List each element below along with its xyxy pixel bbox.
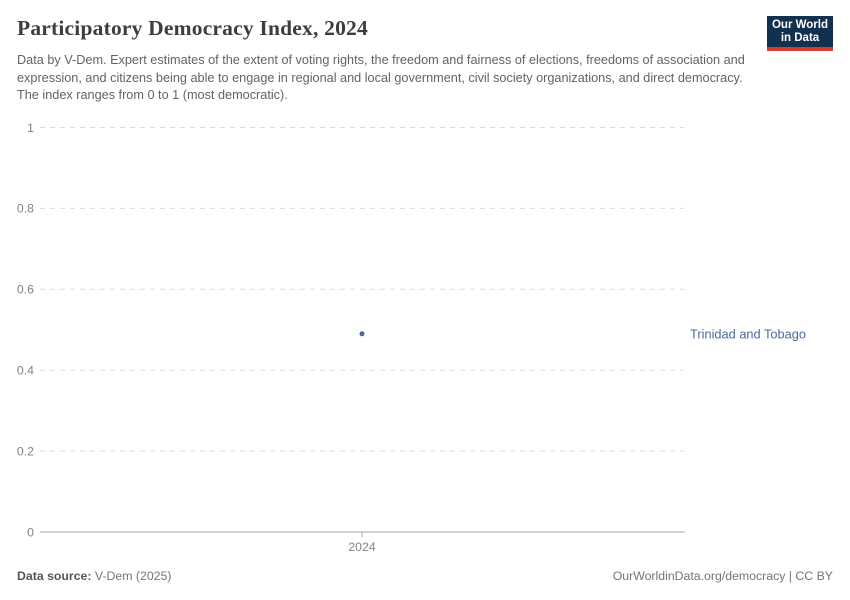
chart-footer: Data source: V-Dem (2025) OurWorldinData… [17,569,833,583]
data-point[interactable] [359,331,365,337]
x-axis-tick-label: 2024 [348,540,376,554]
entity-label[interactable]: Trinidad and Tobago [690,326,806,341]
y-axis-tick-label: 0.6 [17,283,34,297]
data-source-label: Data source: [17,569,92,583]
owid-logo-line1: Our World [771,19,828,31]
chart-canvas: 0 0.2 0.4 0.6 0.8 1 2024 Trinidad and Tobago [17,121,806,554]
chart-title: Participatory Democracy Index, 2024 [17,16,368,40]
footer-link[interactable]: OurWorldinData.org/democracy | CC BY [612,569,833,583]
owid-logo[interactable]: Our World in Data [767,16,833,51]
y-axis-tick-label: 0.8 [17,202,34,216]
owid-logo-line2: in Data [780,32,820,44]
chart-subtitle: Data by V-Dem. Expert estimates of the e… [17,53,745,102]
y-axis-tick-label: 1 [27,121,34,135]
data-source-value: V-Dem (2025) [91,569,172,583]
y-axis-tick-label: 0.2 [17,444,34,458]
y-axis-tick-label: 0 [27,525,34,539]
y-axis-tick-label: 0.4 [17,364,34,378]
